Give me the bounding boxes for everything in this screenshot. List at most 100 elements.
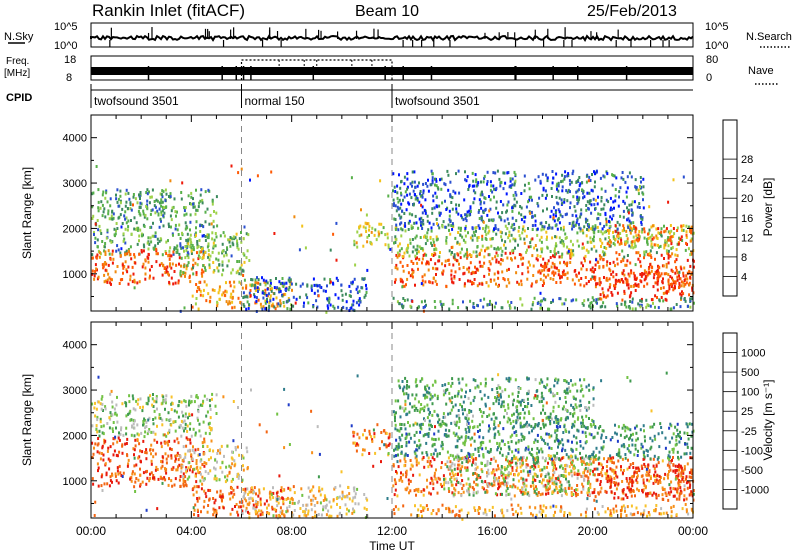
echo-cell bbox=[480, 468, 483, 472]
echo-cell bbox=[155, 400, 158, 404]
echo-cell bbox=[106, 482, 109, 486]
echo-cell bbox=[189, 220, 192, 224]
echo-cell bbox=[306, 503, 309, 507]
echo-cell bbox=[181, 426, 184, 430]
echo-cell bbox=[609, 475, 612, 479]
echo-cell bbox=[325, 503, 328, 507]
echo-cell bbox=[560, 483, 563, 487]
echo-cell bbox=[247, 510, 249, 514]
echo-cell bbox=[620, 260, 623, 264]
echo-cell bbox=[137, 456, 140, 460]
echo-cell bbox=[448, 228, 450, 232]
echo-cell bbox=[665, 240, 668, 244]
echo-cell bbox=[452, 454, 454, 458]
echo-cell bbox=[639, 176, 642, 179]
echo-cell bbox=[474, 265, 476, 269]
echo-cell bbox=[642, 206, 645, 210]
echo-cell bbox=[412, 203, 415, 207]
echo-cell bbox=[192, 468, 194, 472]
echo-cell bbox=[534, 214, 537, 218]
echo-cell bbox=[101, 395, 104, 399]
colorbar-frame bbox=[722, 119, 738, 297]
echo-cell bbox=[456, 240, 459, 244]
echo-cell bbox=[186, 429, 189, 433]
echo-cell bbox=[152, 455, 155, 459]
echo-cell bbox=[506, 217, 509, 221]
echo-cell bbox=[97, 228, 100, 232]
echo-cell bbox=[307, 509, 310, 513]
echo-cell bbox=[636, 205, 639, 209]
echo-cell bbox=[161, 401, 164, 405]
echo-cell bbox=[154, 432, 157, 436]
echo-cell bbox=[316, 305, 319, 309]
echo-cell bbox=[400, 215, 403, 219]
echo-cell bbox=[212, 219, 215, 223]
echo-cell bbox=[185, 470, 188, 474]
echo-cell bbox=[555, 485, 558, 489]
echo-cell bbox=[527, 200, 530, 204]
echo-cell bbox=[595, 467, 598, 471]
echo-cell bbox=[91, 253, 94, 257]
echo-cell bbox=[461, 456, 464, 460]
echo-cell bbox=[209, 295, 212, 299]
echo-cell bbox=[529, 472, 532, 475]
echo-cell bbox=[339, 511, 341, 515]
echo-cell bbox=[117, 472, 120, 476]
echo-cell bbox=[662, 264, 665, 268]
cpid-segment-label: twofsound 3501 bbox=[94, 94, 179, 108]
echo-cell bbox=[531, 465, 534, 468]
echo-cell bbox=[177, 281, 180, 285]
echo-cell bbox=[248, 291, 251, 295]
echo-cell bbox=[418, 257, 421, 261]
echo-cell bbox=[179, 242, 182, 246]
echo-cell bbox=[229, 497, 232, 501]
echo-cell bbox=[125, 442, 128, 445]
echo-cell bbox=[120, 426, 123, 430]
echo-cell bbox=[393, 241, 395, 245]
echo-cell bbox=[586, 228, 588, 231]
echo-cell bbox=[146, 241, 149, 245]
echo-cell bbox=[477, 304, 479, 308]
echo-cell bbox=[199, 230, 202, 233]
echo-cell bbox=[611, 461, 614, 464]
echo-cell bbox=[555, 235, 558, 239]
echo-cell bbox=[509, 464, 512, 468]
echo-cell bbox=[667, 230, 670, 234]
echo-cell bbox=[95, 256, 98, 260]
echo-cell bbox=[188, 461, 191, 465]
echo-cell bbox=[197, 205, 200, 209]
echo-cell bbox=[600, 297, 603, 301]
echo-cell bbox=[111, 209, 114, 213]
echo-cell bbox=[140, 249, 143, 252]
echo-cell bbox=[190, 241, 193, 244]
echo-cell bbox=[653, 467, 656, 470]
echo-cell bbox=[445, 241, 448, 245]
echo-cell bbox=[282, 301, 285, 304]
echo-cell bbox=[682, 469, 685, 473]
echo-cell bbox=[448, 490, 451, 493]
echo-cell bbox=[355, 301, 358, 305]
echo-cell bbox=[96, 462, 99, 466]
echo-cell bbox=[254, 288, 257, 292]
echo-cell bbox=[634, 307, 637, 311]
echo-cell bbox=[578, 196, 581, 200]
echo-cell bbox=[450, 246, 453, 249]
echo-cell bbox=[557, 181, 560, 185]
echo-cell bbox=[650, 225, 653, 229]
echo-cell bbox=[268, 306, 271, 310]
echo-cell bbox=[528, 195, 531, 199]
echo-cell bbox=[356, 245, 359, 249]
echo-cell bbox=[640, 216, 643, 220]
echo-cell bbox=[283, 304, 286, 308]
echo-cell bbox=[101, 193, 104, 197]
echo-cell bbox=[471, 486, 474, 490]
echo-cell bbox=[591, 491, 594, 495]
echo-cell bbox=[171, 402, 174, 406]
echo-cell bbox=[178, 463, 181, 467]
echo-cell bbox=[613, 284, 615, 288]
echo-cell bbox=[450, 273, 453, 277]
echo-cell bbox=[245, 256, 248, 260]
echo-cell bbox=[650, 242, 653, 246]
echo-cell bbox=[472, 493, 475, 497]
echo-cell bbox=[490, 244, 493, 248]
